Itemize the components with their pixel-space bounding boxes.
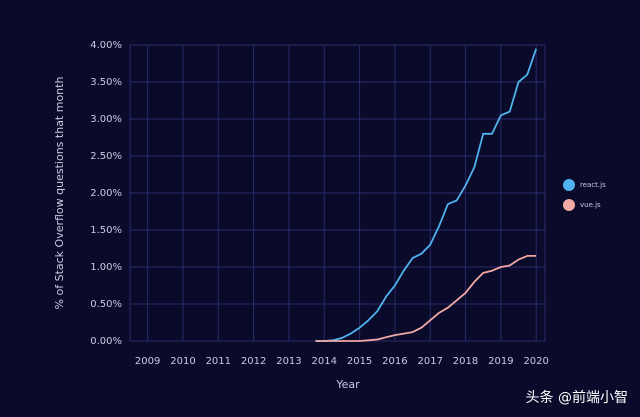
x-tick-label: 2014 — [312, 356, 337, 367]
legend-marker — [563, 199, 575, 211]
x-tick-label: 2018 — [453, 356, 478, 367]
y-tick-label: 3.50% — [90, 77, 122, 88]
legend-marker — [563, 179, 575, 191]
y-tick-label: 0.00% — [90, 336, 122, 347]
y-tick-label: 3.00% — [90, 114, 122, 125]
line-series — [315, 255, 537, 342]
x-tick-label: 2019 — [488, 356, 513, 367]
x-tick-label: 2015 — [347, 356, 372, 367]
x-tick-label: 2011 — [206, 356, 231, 367]
y-tick-label: 2.50% — [90, 151, 122, 162]
y-tick-label: 4.00% — [90, 40, 122, 51]
x-tick-label: 2017 — [417, 356, 442, 367]
x-axis-label: Year — [335, 378, 360, 391]
y-tick-label: 1.00% — [90, 262, 122, 273]
x-tick-label: 2013 — [276, 356, 301, 367]
legend-label: react.js — [580, 181, 606, 189]
y-tick-label: 2.00% — [90, 188, 122, 199]
watermark: 头条 @前端小智 — [526, 389, 628, 406]
x-tick-label: 2016 — [382, 356, 407, 367]
y-axis-label: % of Stack Overflow questions that month — [53, 77, 66, 310]
line-series — [315, 48, 538, 342]
y-tick-label: 1.50% — [90, 225, 122, 236]
x-tick-label: 2012 — [241, 356, 266, 367]
y-tick-label: 0.50% — [90, 299, 122, 310]
x-tick-label: 2020 — [523, 356, 548, 367]
legend-label: vue.js — [580, 201, 601, 209]
x-tick-label: 2010 — [170, 356, 195, 367]
x-tick-label: 2009 — [135, 356, 160, 367]
